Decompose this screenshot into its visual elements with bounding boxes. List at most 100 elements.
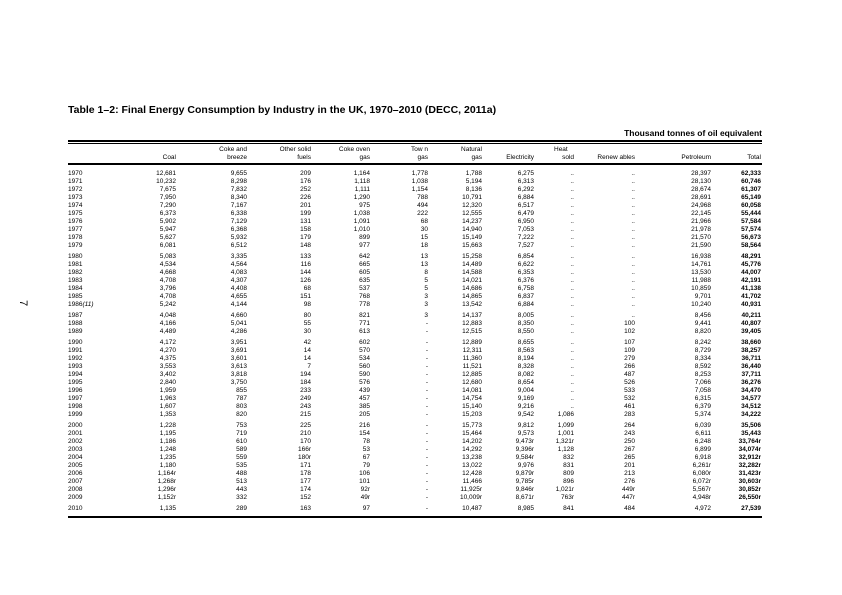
value-cell: 1,186 (159, 438, 176, 445)
value-cell: 154 (359, 430, 370, 437)
value-cell: .. (570, 293, 574, 300)
value-cell: 7,675 (159, 186, 176, 193)
value-cell: 11,521 (462, 363, 482, 370)
value-cell: 243 (300, 403, 311, 410)
table-row: 1989 4,489 4,286 30 613 - 12,515 8,550.. 102 8,82… (68, 328, 762, 336)
value-cell: 665 (359, 261, 370, 268)
value-cell: 184 (300, 379, 311, 386)
value-cell: 21,590 (691, 242, 711, 249)
value-cell: 8,253 (694, 371, 711, 378)
value-cell: 249 (300, 395, 311, 402)
value-cell: 12,428 (462, 470, 482, 477)
value-cell: - (425, 339, 428, 346)
value-cell: 975 (359, 202, 370, 209)
year-cell: 1979 (68, 242, 83, 249)
value-cell: - (425, 403, 428, 410)
unit-label: Thousand tonnes of oil equivalent (624, 128, 762, 138)
value-cell: 787 (236, 395, 247, 402)
table-row: 1992 4,375 3,601 14 534 - 11,360 8,194.. 279 8,33… (68, 355, 762, 363)
value-cell: 250 (624, 438, 635, 445)
value-cell: 18 (420, 242, 428, 249)
value-cell: 5,902 (159, 218, 176, 225)
value-cell: 439 (359, 387, 370, 394)
table-body: 1970 12,681 9,655 209 1,164 1,778 1,788 6,275..… (68, 165, 762, 514)
value-cell: 513 (236, 478, 247, 485)
value-cell: 610 (236, 438, 247, 445)
value-cell: 1,788 (465, 170, 482, 177)
value-cell: .. (570, 339, 574, 346)
value-cell: 1,086 (557, 411, 574, 418)
value-cell: 447r (621, 494, 635, 501)
value-cell: 6,854 (517, 253, 534, 260)
table-row: 2009 1,152r 332 152 49r - 10,009r 8,671r 763r 447… (68, 494, 762, 502)
value-cell: 36,276 (741, 379, 761, 386)
value-cell: 14,686 (462, 285, 482, 292)
header-cell: Electricity (506, 154, 534, 161)
value-cell: 1,091 (353, 218, 370, 225)
value-cell: 7,129 (230, 218, 247, 225)
value-cell: 487 (624, 371, 635, 378)
value-cell: 39,405 (741, 328, 761, 335)
value-cell: 7,053 (517, 226, 534, 233)
value-cell: 7,058 (694, 387, 711, 394)
header-row: Coke and Other solid Coke oven Tow n Natural… (68, 146, 762, 154)
value-cell: 841 (563, 505, 574, 512)
value-cell: 201 (624, 462, 635, 469)
value-cell: 21,978 (691, 226, 711, 233)
value-cell: 6,837 (517, 293, 534, 300)
value-cell: 4,307 (230, 277, 247, 284)
value-cell: 10,487 (462, 505, 482, 512)
value-cell: 40,931 (741, 301, 761, 308)
value-cell: 831 (563, 462, 574, 469)
value-cell: 1,296r (157, 486, 176, 493)
value-cell: 13,530 (691, 269, 711, 276)
table-row: 2008 1,296r 443 174 92r - 11,925r 9,846r 1,021r 4… (68, 486, 762, 494)
value-cell: .. (631, 293, 635, 300)
value-cell: 15,149 (462, 234, 482, 241)
value-cell: 213 (624, 470, 635, 477)
value-cell: 6,517 (517, 202, 534, 209)
value-cell: .. (631, 285, 635, 292)
value-cell: 1,021r (555, 486, 574, 493)
value-cell: 9,396r (515, 446, 534, 453)
value-cell: 100 (624, 320, 635, 327)
year-cell: 1986(11) (68, 301, 94, 308)
value-cell: 3,601 (230, 355, 247, 362)
value-cell: 57,584 (741, 218, 761, 225)
value-cell: .. (570, 347, 574, 354)
value-cell: 9,441 (694, 320, 711, 327)
value-cell: 719 (236, 430, 247, 437)
table-row: 1983 4,708 4,307 126 635 5 14,021 6,376.... 11,9… (68, 277, 762, 285)
value-cell: 7,290 (159, 202, 176, 209)
value-cell: 13,022 (462, 462, 482, 469)
table-row: 1997 1,963 787 249 457 - 14,754 9,169.. 532 6,315… (68, 395, 762, 403)
value-cell: 9,785r (515, 478, 534, 485)
value-cell: 14,489 (462, 261, 482, 268)
value-cell: 6,611 (695, 430, 711, 437)
value-cell: - (425, 411, 428, 418)
value-cell: 533 (624, 387, 635, 394)
value-cell: - (425, 438, 428, 445)
value-cell: 771 (359, 320, 370, 327)
value-cell: 753 (236, 422, 247, 429)
value-cell: 13,238 (462, 454, 482, 461)
value-cell: .. (631, 170, 635, 177)
value-cell: 6,072r (692, 478, 711, 485)
value-cell: 4,708 (159, 277, 176, 284)
value-cell: 35,506 (741, 422, 761, 429)
year-cell: 1987 (68, 312, 83, 319)
value-cell: 267 (624, 446, 635, 453)
value-cell: 6,338 (230, 210, 247, 217)
value-cell: 4,083 (230, 269, 247, 276)
year-cell: 1973 (68, 194, 83, 201)
value-cell: 5 (424, 285, 428, 292)
year-cell: 1983 (68, 277, 83, 284)
header-cell: gas (417, 154, 428, 161)
year-cell: 1996 (68, 387, 83, 394)
year-cell: 1988 (68, 320, 83, 327)
value-cell: .. (631, 312, 635, 319)
table-row: 1970 12,681 9,655 209 1,164 1,778 1,788 6,275..… (68, 170, 762, 178)
value-cell: 1,001 (557, 430, 574, 437)
value-cell: 8,005 (517, 312, 534, 319)
